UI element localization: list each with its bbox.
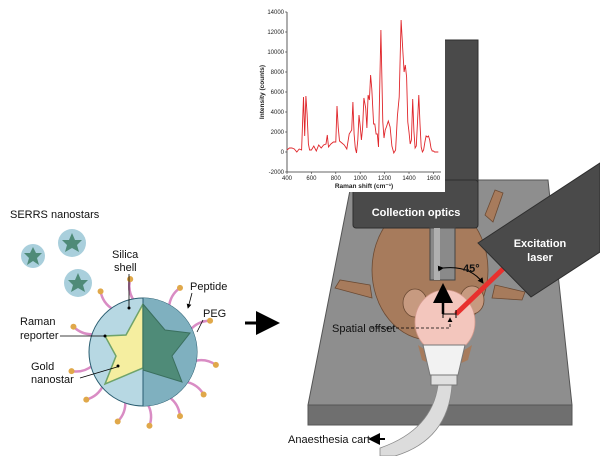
peptide	[68, 368, 75, 375]
peptide	[70, 323, 77, 330]
x-tick-label: 1200	[378, 176, 392, 182]
peptide	[200, 391, 207, 398]
peg-chain	[85, 384, 105, 401]
angle-label: 45°	[463, 263, 480, 275]
gold-nanostar-label-line1: Gold	[31, 361, 54, 373]
excitation-laser-label-line1: Excitation	[514, 238, 567, 250]
laser-beam	[454, 265, 507, 316]
collection-optics-label: Collection optics	[372, 207, 461, 219]
spatial-offset-annotation: Spatial offset	[332, 283, 457, 335]
peptide	[177, 284, 183, 291]
anaesthesia-cart-label: Anaesthesia cart	[288, 434, 370, 446]
y-tick-label: 8000	[271, 70, 285, 76]
peg-chain	[71, 364, 94, 373]
serrs-nanostars-label: SERRS nanostars	[10, 209, 100, 221]
silica-shell-label-line2: shell	[114, 262, 137, 274]
peg-label: PEG	[203, 308, 226, 320]
peptide	[212, 361, 219, 368]
peptide	[114, 418, 121, 425]
small-nanostar	[21, 244, 45, 268]
y-tick-label: 14000	[267, 10, 284, 16]
peptide-label: Peptide	[190, 281, 227, 293]
raman-reporter-label-line2: reporter	[20, 330, 59, 342]
spatial-offset-label: Spatial offset	[332, 323, 395, 335]
silica-shell-label-line1: Silica	[112, 249, 139, 261]
y-tick-label: 6000	[271, 90, 285, 96]
y-tick-label: 2000	[271, 130, 285, 136]
peg-chain	[116, 400, 127, 423]
peptide	[177, 413, 183, 420]
peg-chain	[185, 380, 205, 396]
peptide	[207, 317, 214, 324]
y-tick-label: 0	[281, 150, 285, 156]
x-tick-label: 1600	[427, 176, 441, 182]
peptide	[146, 422, 153, 429]
raman-spectrum-chart: -2000 0 2000 4000 6000 8000 10000 12000 14000 40…	[256, 0, 445, 192]
x-tick-label: 800	[331, 176, 342, 182]
y-axis-label: Intensity (counts)	[259, 65, 266, 119]
y-tick-label: -2000	[269, 170, 285, 176]
small-nanostars	[21, 229, 92, 297]
peptide	[83, 396, 90, 403]
y-tick-label: 12000	[267, 30, 284, 36]
nose-cone	[422, 344, 466, 386]
excitation-laser-label-line2: laser	[527, 252, 553, 264]
gold-nanostar-label-line2: nanostar	[31, 374, 74, 386]
peg-chain	[128, 278, 136, 302]
peptide	[127, 276, 134, 283]
peg-chain	[146, 403, 153, 427]
x-axis-label: Raman shift (cm⁻¹)	[335, 183, 393, 190]
small-nanostar	[58, 229, 86, 257]
raman-reporter-label-line1: Raman	[20, 316, 55, 328]
anaesthesia-tube	[379, 384, 453, 456]
x-tick-label: 1400	[402, 176, 416, 182]
x-tick-label: 600	[306, 176, 317, 182]
peptide	[97, 288, 104, 295]
x-tick-label: 400	[282, 176, 293, 182]
excitation-laser: Excitation laser	[477, 162, 600, 298]
angle-annotation: 45°	[437, 263, 484, 284]
peg-chain	[99, 291, 114, 311]
x-tick-label: 1000	[354, 176, 368, 182]
y-tick-label: 10000	[267, 50, 284, 56]
anaesthesia-cart-annotation: Anaesthesia cart	[288, 433, 385, 446]
y-tick-label: 4000	[271, 110, 285, 116]
peg-chain	[72, 325, 95, 336]
small-nanostar	[64, 269, 92, 297]
spectrum-line	[286, 19, 439, 155]
peg-chain	[168, 396, 182, 417]
peg-chain	[193, 358, 217, 366]
nanostar-detail: Silica shell Peptide PEG Raman reporter …	[20, 249, 227, 429]
peg-chain	[167, 286, 181, 308]
